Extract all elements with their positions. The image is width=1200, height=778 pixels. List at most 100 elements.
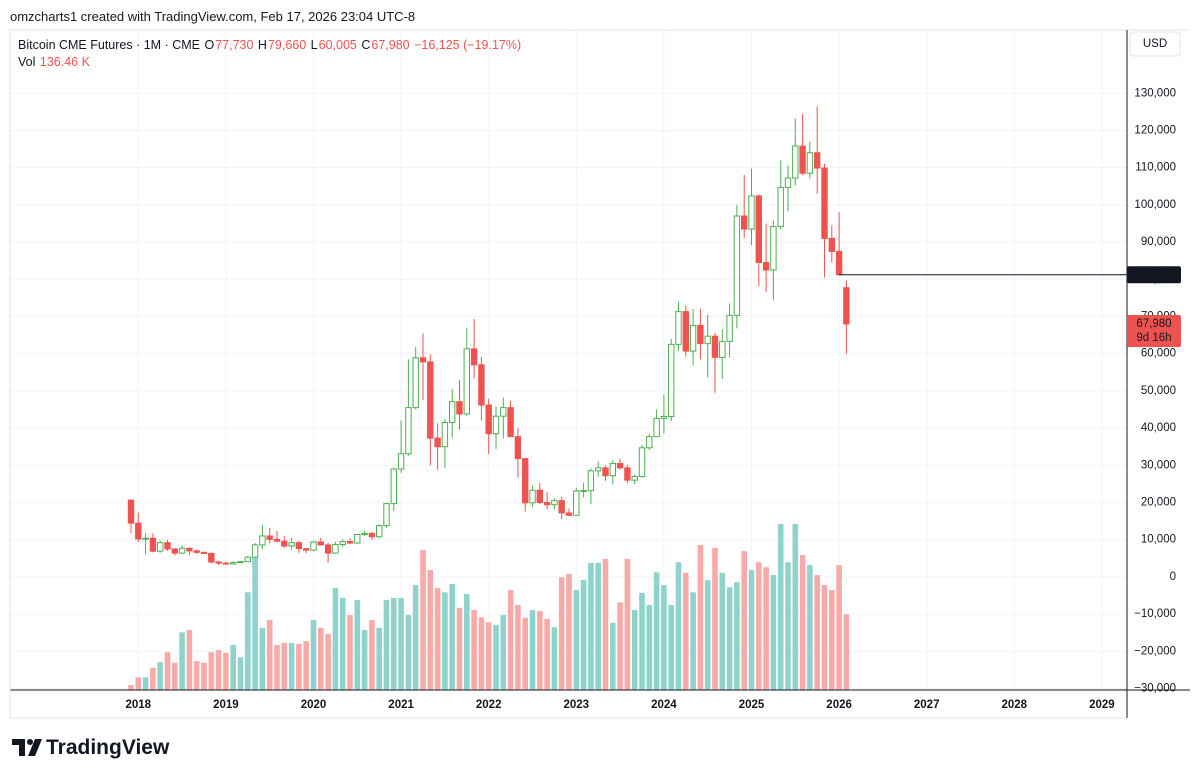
y-tick-label: 90,000: [1141, 236, 1176, 248]
volume-bar: [434, 587, 441, 690]
candle-body: [470, 348, 478, 366]
vol-label: Vol: [18, 55, 36, 69]
volume-bar: [588, 562, 594, 690]
volume-bar: [303, 641, 309, 690]
brand: TradingView: [46, 736, 170, 759]
candle-body: [135, 522, 142, 540]
volume-bar: [266, 620, 273, 690]
volume-bar: [157, 662, 163, 690]
volume-bar: [726, 587, 733, 690]
volume-bar: [354, 600, 361, 690]
candle-body: [514, 436, 522, 460]
y-tick-label: 60,000: [1141, 348, 1176, 360]
volume-bar: [193, 661, 200, 690]
candle-body: [587, 470, 595, 492]
candle-body: [157, 542, 164, 552]
candle-body: [478, 364, 485, 406]
candle-body: [733, 215, 741, 316]
candles: [127, 106, 850, 566]
volume-bar: [551, 627, 558, 690]
candle-body: [777, 186, 784, 227]
volume-bar: [281, 642, 288, 690]
volume-bar: [332, 587, 339, 690]
volume-bar: [383, 600, 390, 690]
legend-row: Bitcoin CME Futures · 1M · CME O77,730 H…: [18, 37, 522, 54]
volume-bar: [704, 580, 711, 690]
volume-bar: [624, 558, 631, 690]
candle-body: [543, 501, 551, 506]
candle-body: [251, 544, 259, 558]
candle-body: [660, 416, 668, 419]
candle-body: [164, 542, 171, 550]
x-tick-label: 2024: [651, 699, 677, 711]
volume-bar: [843, 614, 850, 690]
volume-bar: [478, 617, 485, 690]
y-tick-label: 130,000: [1134, 87, 1176, 99]
legend: Bitcoin CME Futures · 1M · CME O77,730 H…: [18, 37, 522, 71]
candle-body: [317, 541, 325, 546]
volume-bar: [485, 622, 492, 690]
volume-bar: [821, 585, 828, 690]
candle-body: [653, 417, 660, 438]
candle-body: [770, 225, 777, 271]
volume-bar: [296, 643, 302, 690]
volume-bar: [456, 607, 463, 690]
candle-body: [828, 237, 835, 252]
volume-bar: [252, 557, 258, 690]
volume-bar: [814, 575, 820, 690]
candle-body: [616, 462, 624, 469]
volume-bar: [829, 590, 835, 690]
candle-body: [193, 550, 200, 553]
volume-bar: [763, 567, 769, 690]
volume-bar: [537, 611, 543, 690]
candle-body: [441, 422, 449, 448]
candle-body: [835, 250, 843, 276]
currency-box[interactable]: [1129, 31, 1181, 57]
y-tick-label: 30,000: [1141, 459, 1176, 471]
volume-bar: [135, 677, 142, 690]
candle-body: [259, 535, 266, 546]
candle-body: [244, 556, 252, 563]
candle-body: [646, 436, 653, 449]
volume-bar: [223, 652, 229, 690]
candle-body: [142, 537, 149, 540]
volume-bar: [792, 524, 799, 690]
volume-bar: [361, 630, 368, 690]
volume-bar: [464, 593, 470, 690]
candle-body: [711, 335, 719, 358]
candle-body: [354, 533, 361, 544]
volume-bar: [719, 572, 726, 690]
volume-bar: [398, 597, 404, 690]
volume-bar: [245, 592, 251, 690]
candle-body: [492, 415, 500, 435]
volume-bar: [712, 547, 718, 690]
volume-bar: [427, 570, 434, 690]
symbol: Bitcoin CME Futures · 1M · CME: [18, 38, 200, 52]
volume-bar: [325, 633, 331, 690]
volume-bar: [391, 597, 397, 690]
volume-bar: [529, 610, 536, 690]
candle-body: [295, 542, 303, 550]
volume-bar: [405, 615, 412, 690]
volume-bar: [128, 685, 134, 690]
ohlc-l: 60,005: [318, 38, 357, 52]
volume-bar: [318, 627, 324, 690]
candle-body: [449, 401, 456, 424]
candle-body: [821, 167, 828, 239]
price-line-label: 81,215: [1136, 269, 1171, 281]
y-tick-label: 40,000: [1141, 422, 1176, 434]
candle-body: [419, 357, 427, 363]
candle-body: [127, 499, 135, 524]
volume-bar: [493, 625, 499, 690]
candle-body: [208, 552, 215, 563]
candle-body: [755, 195, 762, 264]
volume-bar: [339, 597, 346, 690]
candle-body: [507, 407, 514, 438]
volume-bar: [639, 592, 645, 690]
candle-body: [762, 262, 770, 271]
candle-body: [806, 152, 814, 174]
y-tick-label: 0: [1170, 571, 1176, 583]
candle-body: [529, 489, 536, 504]
volume-bar: [558, 577, 565, 690]
x-tick-label: 2026: [826, 699, 852, 711]
